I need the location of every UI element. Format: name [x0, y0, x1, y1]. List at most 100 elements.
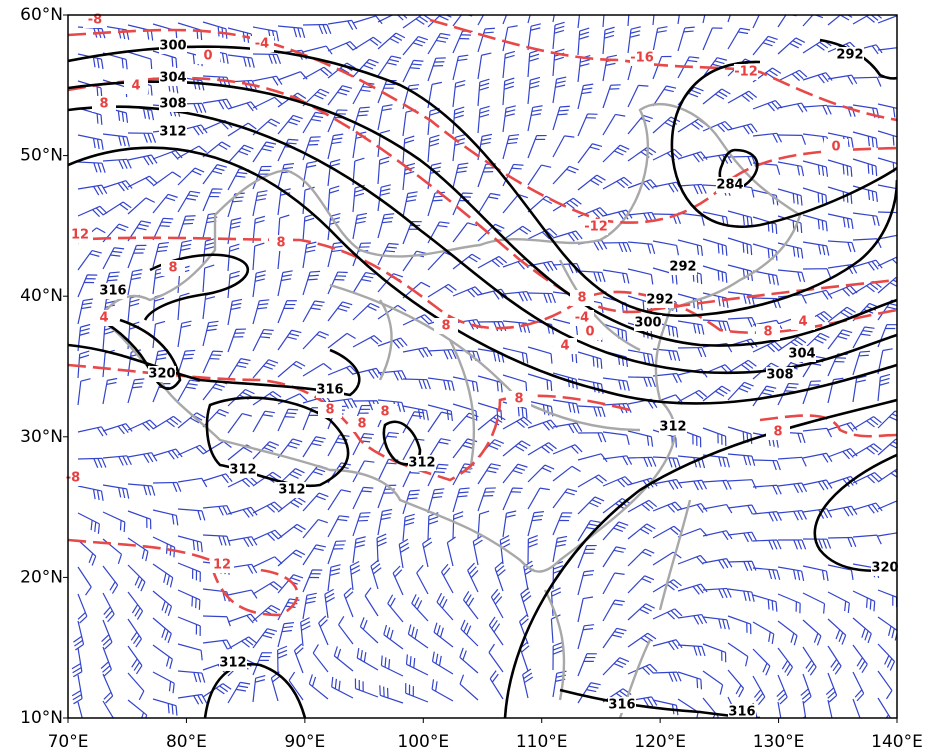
wind-barb	[459, 674, 479, 701]
wind-barb	[727, 615, 752, 635]
wind-barb	[252, 53, 282, 65]
height-label: 312	[229, 463, 256, 478]
wind-barb	[652, 348, 681, 362]
wind-barb	[702, 238, 728, 256]
wind-barb	[427, 221, 450, 244]
wind-barb	[318, 615, 329, 646]
wind-barb	[827, 699, 833, 718]
wind-barb	[177, 239, 192, 267]
wind-barb	[852, 375, 867, 403]
wind-barb	[405, 683, 429, 703]
wind-barb	[452, 463, 475, 486]
wind-barb	[127, 618, 142, 648]
wind-barb	[752, 702, 758, 718]
wind-barb	[777, 69, 808, 82]
wind-barb	[152, 320, 166, 349]
temperature-label: 8	[441, 319, 450, 334]
wind-barb	[777, 509, 807, 521]
wind-barb	[431, 651, 454, 675]
wind-barb	[602, 269, 630, 284]
wind-barb	[402, 109, 416, 137]
wind-barb	[77, 378, 91, 406]
wind-barb	[777, 269, 806, 283]
wind-barb	[427, 488, 445, 514]
temperature-label: 8	[276, 236, 285, 251]
wind-barb	[627, 146, 657, 162]
wind-barb	[852, 350, 871, 376]
wind-barb	[802, 268, 832, 279]
wind-barb	[677, 239, 704, 256]
wind-barb	[652, 579, 682, 593]
wind-barb	[752, 15, 760, 29]
wind-barb	[827, 306, 856, 323]
wind-barb	[677, 502, 708, 514]
wind-barb	[602, 546, 626, 568]
wind-barb	[102, 180, 133, 192]
wind-barb	[402, 281, 431, 299]
wind-barb	[752, 484, 782, 495]
wind-barb	[102, 25, 130, 40]
wind-barb	[852, 158, 878, 177]
wind-barb	[677, 346, 707, 358]
wind-barb	[302, 436, 326, 458]
label-bg	[159, 70, 187, 86]
wind-barb	[252, 359, 279, 379]
wind-barb	[527, 134, 547, 159]
wind-barb	[177, 190, 201, 213]
label-bg	[124, 78, 148, 94]
wind-barb	[102, 201, 132, 216]
wind-barb	[452, 222, 478, 243]
wind-barb	[152, 150, 183, 160]
wind-barb	[152, 267, 166, 295]
wind-barb	[652, 240, 680, 256]
wind-barb	[427, 404, 453, 422]
wind-barb	[727, 291, 755, 305]
wind-barb	[416, 564, 429, 595]
wind-barb	[452, 253, 481, 270]
wind-barb	[652, 525, 683, 539]
wind-barb	[177, 643, 203, 661]
height-label: 292	[836, 48, 863, 63]
wind-barb	[852, 416, 882, 430]
isohypse	[68, 45, 897, 318]
wind-barb	[652, 478, 683, 490]
wind-barb	[877, 103, 897, 118]
wind-barb	[102, 673, 114, 704]
wind-barb	[800, 673, 812, 704]
wind-barb	[377, 431, 399, 455]
wind-barb	[827, 105, 856, 117]
wind-barb	[627, 632, 657, 648]
wind-barb	[527, 442, 557, 456]
wind-barb	[252, 581, 282, 595]
wind-barb	[502, 50, 516, 79]
wind-barb	[802, 508, 833, 519]
wind-barb	[227, 613, 258, 624]
wind-barb	[577, 27, 590, 56]
wind-barb	[602, 176, 633, 190]
wind-barb	[77, 134, 104, 150]
wind-barb	[652, 551, 682, 566]
wind-barb	[777, 215, 803, 234]
wind-barb	[777, 15, 797, 28]
wind-barb	[852, 590, 876, 612]
label-bg	[350, 416, 374, 432]
wind-barb	[488, 643, 504, 673]
wind-barb	[527, 23, 541, 51]
wind-barb	[152, 448, 183, 460]
wind-barb	[402, 59, 424, 83]
label-bg	[716, 177, 744, 193]
borders	[98, 102, 802, 718]
height-label: 312	[408, 456, 435, 471]
wind-barb	[652, 456, 681, 468]
wind-barb	[202, 320, 219, 347]
wind-barb	[777, 102, 808, 113]
wind-barb	[877, 410, 897, 429]
wind-barb	[877, 500, 897, 510]
wind-barb	[277, 25, 306, 38]
wind-barb	[552, 15, 555, 23]
wind-barb	[252, 26, 280, 42]
wind-barb	[488, 616, 504, 646]
wind-barb	[333, 646, 354, 672]
wind-barb	[477, 52, 492, 80]
wind-barb	[477, 78, 490, 107]
